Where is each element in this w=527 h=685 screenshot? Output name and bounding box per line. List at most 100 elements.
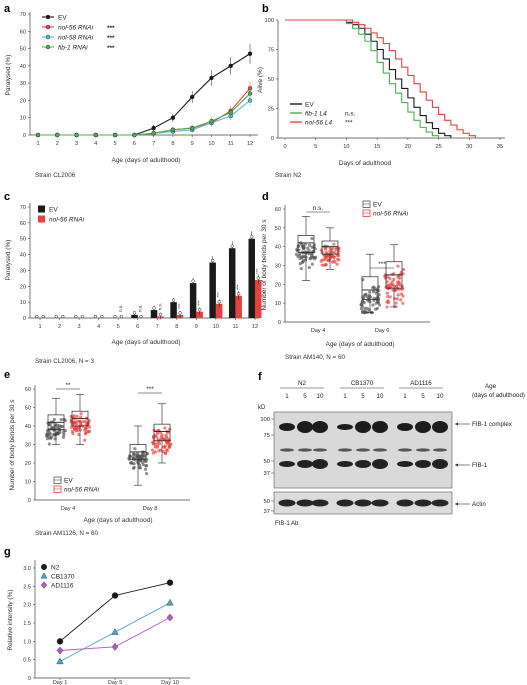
band-fib1	[415, 460, 431, 468]
strip-point	[326, 259, 331, 263]
box	[321, 240, 339, 255]
y-tick-label: 20	[20, 284, 26, 290]
panel-c-strain: Strain CL2006, N = 3	[35, 358, 94, 365]
group-label: Day 4	[311, 328, 326, 334]
y-tick-label: 25	[268, 107, 274, 113]
y-tick-label: 70	[20, 12, 26, 18]
strip-point	[385, 300, 389, 304]
blot-lane-label: 10	[317, 393, 324, 400]
strip-point	[360, 304, 364, 308]
strip-point	[144, 471, 149, 476]
blot-lane-label: 5	[361, 393, 365, 400]
legend-swatch	[38, 205, 45, 213]
significance-label: ***	[378, 261, 386, 268]
band-minor	[338, 448, 352, 452]
band-actin	[431, 499, 449, 507]
y-tick-label: 50	[20, 47, 26, 53]
strip-point	[308, 243, 312, 247]
significance-label: **	[65, 382, 71, 389]
strip-point	[69, 425, 74, 429]
strip-point	[61, 435, 66, 439]
strip-point	[153, 450, 158, 454]
band-fib1	[337, 461, 353, 467]
legend-significance: ***	[107, 45, 115, 52]
panel-d-xlabel: Age (days of adulthood)	[325, 341, 394, 348]
y-tick-label: 50	[25, 406, 31, 412]
panel-d-ylabel: Number of body bends per 30 s	[261, 219, 268, 311]
strip-point	[303, 254, 307, 259]
x-tick-label: 6	[133, 141, 136, 147]
blot-marker-label: 75	[264, 433, 270, 439]
strip-point	[143, 467, 148, 471]
legend-label: nol-56 RNAi	[49, 216, 85, 223]
strip-point	[53, 433, 57, 437]
box	[153, 423, 171, 442]
data-point	[209, 118, 214, 124]
strip-point	[363, 310, 367, 315]
x-tick-label: 10	[343, 144, 349, 150]
band-minor	[416, 448, 430, 452]
band-actin	[396, 499, 414, 507]
legend-label: EV	[49, 206, 58, 213]
strip-point	[371, 303, 375, 307]
band-fib1	[397, 461, 413, 467]
legend-label: nol-58 RNAi	[58, 34, 94, 41]
strip-point	[397, 273, 401, 278]
panel-a-strain: Strain CL2006	[35, 172, 76, 179]
band-minor	[280, 448, 294, 452]
strip-point	[328, 249, 332, 253]
strip-point	[83, 438, 87, 442]
survival-curve-fib-1-l4	[285, 19, 440, 138]
strip-point	[392, 277, 396, 281]
x-tick-label: 5	[114, 141, 117, 147]
bar-ev	[170, 302, 177, 318]
strip-point	[70, 429, 75, 434]
band-minor	[373, 448, 387, 452]
y-tick-label: 50	[275, 226, 281, 232]
strip-point	[86, 430, 91, 434]
y-tick-label: 60	[275, 207, 281, 213]
strip-point	[333, 251, 337, 255]
strip-point	[401, 301, 405, 305]
data-point	[93, 132, 99, 138]
strip-point	[298, 262, 302, 266]
band-fib1	[432, 459, 448, 469]
band-fib1-complex	[337, 424, 353, 430]
y-tick-label: 0	[28, 676, 31, 682]
x-tick-label: 1	[38, 324, 41, 330]
bar-ev	[248, 238, 255, 318]
strip-point	[365, 306, 369, 311]
strip-point	[307, 251, 312, 256]
data-point	[112, 132, 118, 138]
y-tick-label: 0	[271, 136, 274, 142]
legend-label: AD1116	[51, 582, 74, 589]
x-tick-label: 11	[233, 324, 239, 330]
replicate-point	[237, 292, 241, 296]
strip-point	[401, 272, 405, 276]
panel-b-strain: Strain N2	[275, 172, 302, 179]
y-tick-label: 30	[275, 264, 281, 270]
panel-b: b 0 25 50 75 100 0 5 10 15 20 25 30 35 Alive (%) Da…	[257, 3, 505, 179]
band-actin	[296, 499, 314, 507]
blot-marker-label: 37	[264, 509, 270, 515]
strip-point	[388, 295, 392, 299]
x-tick-label: 15	[374, 144, 380, 150]
replicate-point	[230, 244, 234, 248]
y-tick-label: 10	[25, 480, 31, 486]
blot-lane-label: 10	[437, 393, 444, 400]
panel-g-label: g	[4, 546, 11, 558]
data-point	[189, 125, 195, 131]
strip-point	[137, 466, 142, 470]
strip-point	[136, 455, 140, 459]
bar-ev	[189, 283, 197, 318]
panel-g-ylabel: Relative intensity (%)	[7, 589, 14, 650]
band-fib1	[312, 459, 328, 469]
strip-point	[333, 255, 337, 259]
legend-marker	[40, 572, 48, 579]
band-actin	[371, 499, 389, 507]
replicate-point	[256, 276, 260, 280]
strip-point	[52, 417, 56, 422]
blot-marker-label: 50	[264, 499, 270, 505]
blot-marker-label: 100	[260, 417, 270, 423]
